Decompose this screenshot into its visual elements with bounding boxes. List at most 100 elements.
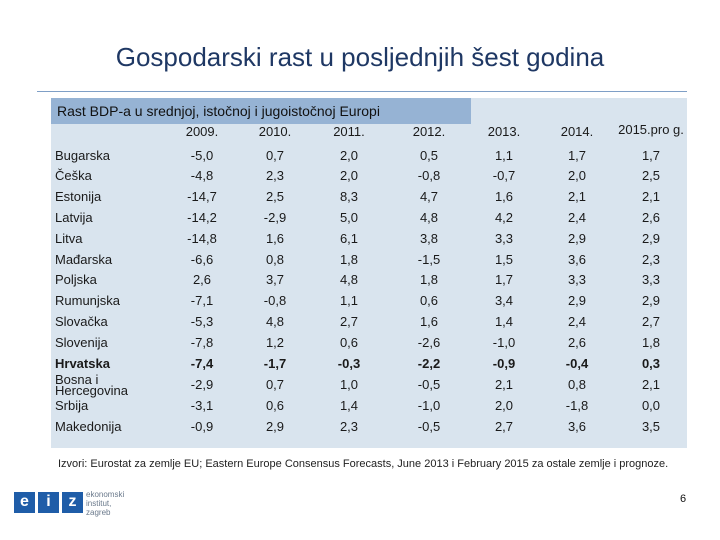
table-row: Hrvatska -7,4 -1,7 -0,3 -2,2 -0,9 -0,4 0,3 bbox=[51, 353, 687, 374]
title-divider bbox=[37, 91, 687, 92]
logo-text: ekonomski institut, zagreb bbox=[86, 490, 124, 517]
country-name: Bosna i Hercegovina bbox=[55, 371, 128, 398]
growth-value: 1,4 bbox=[494, 314, 514, 330]
growth-value: 1,0 bbox=[339, 377, 359, 393]
growth-value: -5,3 bbox=[190, 314, 214, 330]
growth-value: 2,0 bbox=[339, 147, 359, 163]
growth-value: -1,7 bbox=[263, 355, 287, 371]
growth-value: -7,8 bbox=[190, 334, 214, 350]
logo-text-line: ekonomski bbox=[86, 490, 125, 499]
growth-value: 3,3 bbox=[641, 272, 661, 288]
table-row: Bugarska -5,0 0,7 2,0 0,5 1,1 1,7 1,7 bbox=[51, 145, 687, 166]
table-panel bbox=[51, 98, 687, 448]
growth-value: 2,7 bbox=[339, 314, 359, 330]
gdp-growth-table: 2009. 2010. 2011. 2012. 2013. 2014. 2015… bbox=[51, 122, 687, 437]
table-row: Bosna i Hercegovina -2,9 0,7 1,0 -0,5 2,1 0,8 2… bbox=[51, 371, 687, 398]
growth-value: 0,6 bbox=[419, 293, 439, 309]
year-header: 2010. bbox=[258, 124, 292, 139]
table-row: Latvija -14,2 -2,9 5,0 4,8 4,2 2,4 2,6 bbox=[51, 207, 687, 228]
year-header: 2014. bbox=[560, 124, 594, 139]
growth-value: 2,7 bbox=[641, 314, 661, 330]
table-row: Slovenija -7,8 1,2 0,6 -2,6 -1,0 2,6 1,8 bbox=[51, 332, 687, 353]
growth-value: 4,8 bbox=[265, 314, 285, 330]
growth-value: -2,2 bbox=[417, 355, 441, 371]
growth-value: 2,1 bbox=[567, 189, 587, 205]
growth-value: 1,1 bbox=[494, 147, 514, 163]
growth-value: -7,1 bbox=[190, 293, 214, 309]
country-name: Estonija bbox=[55, 189, 102, 205]
growth-value: 2,1 bbox=[641, 189, 661, 205]
growth-value: 1,8 bbox=[339, 251, 359, 267]
table-row: Litva -14,8 1,6 6,1 3,8 3,3 2,9 2,9 bbox=[51, 228, 687, 249]
growth-value: 2,3 bbox=[641, 251, 661, 267]
growth-value: -0,7 bbox=[492, 168, 516, 184]
growth-value: 2,9 bbox=[641, 230, 661, 246]
growth-value: -2,6 bbox=[417, 334, 441, 350]
growth-value: 3,5 bbox=[641, 419, 661, 435]
growth-value: 3,6 bbox=[567, 419, 587, 435]
growth-value: -6,6 bbox=[190, 251, 214, 267]
growth-value: 2,0 bbox=[494, 398, 514, 414]
growth-value: 1,8 bbox=[419, 272, 439, 288]
growth-value: 2,9 bbox=[567, 230, 587, 246]
growth-value: 3,4 bbox=[494, 293, 514, 309]
growth-value: -2,9 bbox=[190, 377, 214, 393]
growth-value: -14,8 bbox=[187, 230, 217, 246]
growth-value: -1,8 bbox=[565, 398, 589, 414]
growth-value: 0,3 bbox=[641, 355, 661, 371]
growth-value: -0,3 bbox=[337, 355, 361, 371]
growth-value: -2,9 bbox=[263, 210, 287, 226]
growth-value: 1,4 bbox=[339, 398, 359, 414]
growth-value: 0,7 bbox=[265, 377, 285, 393]
year-header: 2015.pro g. bbox=[618, 122, 684, 137]
source-note: Izvori: Eurostat za zemlje EU; Eastern E… bbox=[58, 458, 669, 470]
growth-value: 2,5 bbox=[265, 189, 285, 205]
table-row: Poljska 2,6 3,7 4,8 1,8 1,7 3,3 3,3 bbox=[51, 270, 687, 291]
growth-value: 0,7 bbox=[265, 147, 285, 163]
eiz-logo: e i z ekonomski institut, zagreb bbox=[14, 490, 164, 524]
growth-value: 1,7 bbox=[641, 147, 661, 163]
table-row: Češka -4,8 2,3 2,0 -0,8 -0,7 2,0 2,5 bbox=[51, 166, 687, 187]
country-name: Rumunjska bbox=[55, 293, 121, 309]
growth-value: 1,5 bbox=[494, 251, 514, 267]
logo-text-line: zagreb bbox=[86, 508, 111, 517]
growth-value: 2,9 bbox=[567, 293, 587, 309]
country-name: Slovenija bbox=[55, 334, 108, 350]
growth-value: 5,0 bbox=[339, 210, 359, 226]
growth-value: 4,8 bbox=[419, 210, 439, 226]
logo-letter: e bbox=[14, 492, 35, 513]
growth-value: 2,9 bbox=[641, 293, 661, 309]
growth-value: 2,4 bbox=[567, 314, 587, 330]
growth-value: -0,8 bbox=[417, 168, 441, 184]
table-heading: Rast BDP-a u srednjoj, istočnoj i jugois… bbox=[51, 98, 471, 124]
growth-value: 6,1 bbox=[339, 230, 359, 246]
growth-value: -1,0 bbox=[492, 334, 516, 350]
country-column-header bbox=[51, 124, 163, 145]
growth-value: -14,7 bbox=[187, 189, 217, 205]
country-name: Slovačka bbox=[55, 314, 108, 330]
growth-value: -0,9 bbox=[492, 355, 516, 371]
growth-value: 1,2 bbox=[265, 334, 285, 350]
year-header: 2013. bbox=[487, 124, 521, 139]
year-header: 2009. bbox=[185, 124, 219, 139]
growth-value: 2,6 bbox=[192, 272, 212, 288]
growth-value: 1,7 bbox=[567, 147, 587, 163]
year-header: 2012. bbox=[412, 124, 446, 139]
growth-value: 0,8 bbox=[265, 251, 285, 267]
growth-value: 2,1 bbox=[641, 377, 661, 393]
growth-value: -0,8 bbox=[263, 293, 287, 309]
table-row: Srbija -3,1 0,6 1,4 -1,0 2,0 -1,8 0,0 bbox=[51, 396, 687, 417]
growth-value: 2,7 bbox=[494, 419, 514, 435]
growth-value: -7,4 bbox=[190, 355, 214, 371]
growth-value: -0,4 bbox=[565, 355, 589, 371]
growth-value: 3,6 bbox=[567, 251, 587, 267]
growth-value: 2,3 bbox=[339, 419, 359, 435]
growth-value: -0,9 bbox=[190, 419, 214, 435]
table-row: Slovačka -5,3 4,8 2,7 1,6 1,4 2,4 2,7 bbox=[51, 311, 687, 332]
growth-value: 3,7 bbox=[265, 272, 285, 288]
country-name: Češka bbox=[55, 168, 92, 184]
growth-value: 2,4 bbox=[567, 210, 587, 226]
growth-value: 8,3 bbox=[339, 189, 359, 205]
growth-value: 1,6 bbox=[494, 189, 514, 205]
country-name: Srbija bbox=[55, 398, 89, 414]
